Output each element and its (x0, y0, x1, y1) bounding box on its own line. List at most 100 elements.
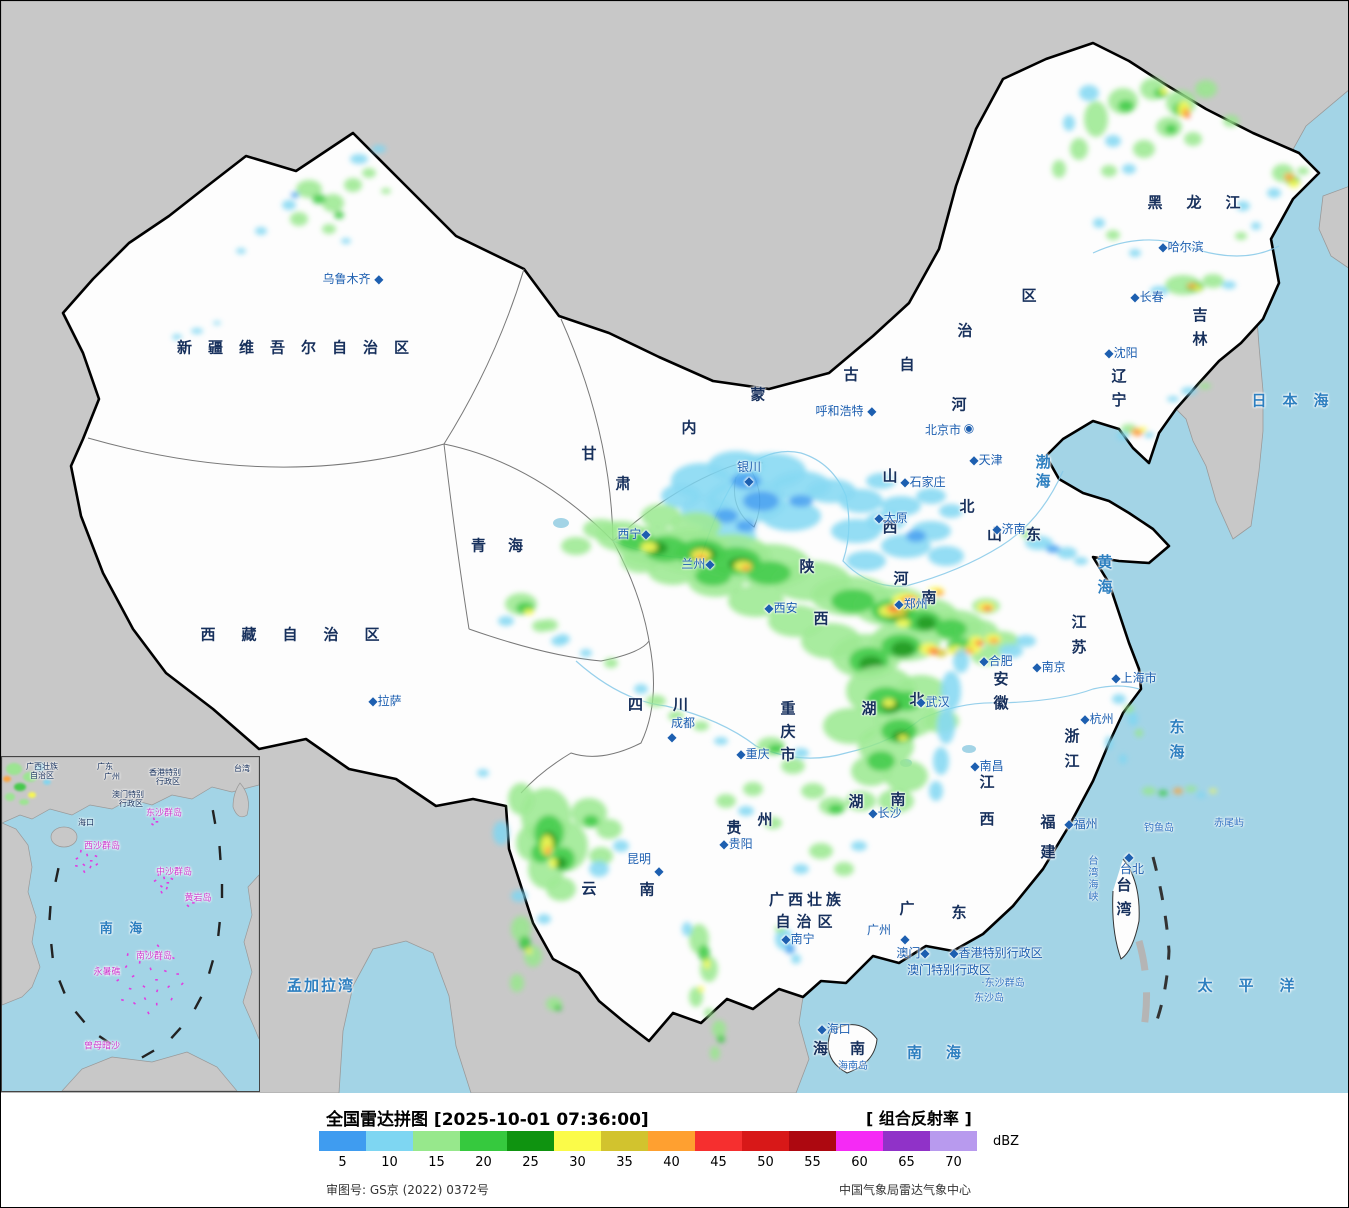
city-label: ◆长沙 (868, 806, 902, 820)
island-label: 钓鱼岛 (1144, 823, 1174, 834)
province-label: 自 (899, 355, 915, 374)
province-label: 州 (757, 810, 773, 829)
province-label: 河 (893, 569, 909, 588)
legend-swatch-10 (366, 1131, 413, 1151)
city-label: 成都 (670, 716, 696, 730)
inset-label: 台湾 (234, 764, 250, 773)
sea-label: 东海 (1167, 719, 1186, 769)
sea-label: 太平洋 (1197, 976, 1321, 995)
city-label: ◆ (744, 474, 754, 488)
province-label: 山西 (880, 468, 899, 570)
province-label: 甘 (581, 444, 597, 463)
inset-sea (2, 757, 259, 1091)
city-label: ◆武汉 (916, 695, 950, 709)
province-label: 山东 (986, 525, 1066, 544)
city-label: ◆长春 (1130, 290, 1164, 304)
city-label: ◆郑州 (894, 597, 928, 611)
city-label: 乌鲁木齐 ◆ (322, 272, 384, 286)
legend-swatch-40 (648, 1131, 695, 1151)
inset-label: 海口 (78, 818, 94, 827)
product-label: [ 组合反射率 ] (866, 1109, 972, 1128)
province-label: 肃 (615, 474, 631, 493)
city-label: ◉ (963, 421, 975, 435)
legend-value-45: 45 (710, 1155, 727, 1170)
city-label: ◆ (667, 730, 677, 744)
inset-vietnam-coast (2, 822, 41, 1006)
city-label: ◆哈尔滨 (1158, 240, 1204, 254)
province-label: 台湾 (1114, 877, 1133, 925)
legend-value-25: 25 (522, 1155, 539, 1170)
inset-label: 广西壮族 (26, 762, 58, 771)
inset-label: 行政区 (156, 777, 180, 786)
inset-label: 香港特别 (149, 768, 181, 777)
sea-label: 南海 (906, 1043, 986, 1062)
city-label: ◆天津 (969, 453, 1003, 467)
legend-swatch-50 (742, 1131, 789, 1151)
taiwan-island (1112, 858, 1140, 960)
province-label: 福建 (1038, 814, 1057, 874)
inset-label: 自治区 (30, 771, 54, 780)
legend-swatch-65 (883, 1131, 930, 1151)
province-label: 自治区 (775, 912, 839, 931)
inset-label: 中沙群岛 (155, 867, 193, 878)
province-label: 云 (581, 879, 597, 898)
city-label: 银川 (736, 460, 762, 474)
province-label: 江西 (977, 774, 996, 848)
inset-echo-layer (3, 763, 51, 805)
province-label: 湖 (861, 699, 877, 718)
inset-label: 澳门特别 (112, 790, 144, 799)
province-label: 西 (813, 609, 829, 628)
inset-label: 东沙群岛 (145, 808, 183, 819)
legend-value-20: 20 (475, 1155, 492, 1170)
city-label: 澳门◆ (896, 946, 930, 960)
province-label: 海南 (812, 1039, 888, 1058)
inset-label: 广州 (104, 772, 120, 781)
province-label: 黑龙江 (1147, 193, 1265, 212)
inset-label: 行政区 (119, 799, 143, 808)
province-label: 青海 (470, 536, 546, 555)
legend-value-30: 30 (569, 1155, 586, 1170)
city-label: 北京市 (924, 423, 962, 437)
inset-island-dots (74, 817, 195, 1015)
inset-label: 广东 (97, 762, 113, 771)
province-label: 贵 (726, 818, 742, 837)
city-label: ◆ (1124, 850, 1134, 864)
province-label: 内 (681, 418, 697, 437)
city-label: ◆南昌 (970, 759, 1004, 773)
city-label: ◆沈阳 (1104, 346, 1138, 360)
city-label: 兰州◆ (681, 557, 715, 571)
city-label: 广州 (866, 923, 892, 937)
city-label: ◆南宁 (781, 932, 815, 946)
map-approval-number: 审图号: GS京 (2022) 0372号 (326, 1183, 489, 1197)
province-label: 安徽 (991, 671, 1010, 719)
inset-label-layer: 广西壮族 自治区 广东 广州 香港特别 行政区 澳门特别 行政区 台湾 海口 东沙群岛 西沙群岛 中沙群… (2, 757, 259, 1091)
legend-swatch-30 (554, 1131, 601, 1151)
dbz-colorbar-labels: 5 10 15 20 25 30 35 40 45 50 55 60 65 70 (319, 1155, 977, 1170)
legend-value-70: 70 (945, 1155, 962, 1170)
legend-swatch-15 (413, 1131, 460, 1151)
city-label: ◆太原 (874, 511, 908, 525)
dbz-unit-label: dBZ (993, 1134, 1020, 1149)
legend-value-5: 5 (338, 1155, 347, 1170)
inset-label: 西沙群岛 (83, 841, 121, 852)
inset-borneo (61, 1051, 238, 1091)
dbz-colorbar (319, 1131, 977, 1151)
city-label: 澳门特别行政区 (906, 963, 992, 977)
legend-value-10: 10 (381, 1155, 398, 1170)
province-label: 北 (959, 497, 975, 516)
province-label: 江苏 (1069, 614, 1088, 664)
city-label: 台北 (1119, 862, 1145, 876)
province-label: 新疆维吾尔自治区 (176, 338, 426, 357)
province-label: 蒙 (750, 385, 766, 404)
province-label: 南 (639, 880, 655, 899)
legend-panel: 全国雷达拼图 [2025-10-01 07:36:00] [ 组合反射率 ] 5… (1, 1093, 1348, 1207)
sea-boundary-dashes (1151, 856, 1171, 1032)
inset-label: 曾母暗沙 (83, 1041, 121, 1052)
province-label: 区 (1021, 286, 1037, 305)
sea-label: 日本海 (1251, 391, 1345, 410)
province-label: 治 (957, 321, 973, 340)
island-arc-gray (1135, 940, 1151, 1044)
island-label: 赤尾屿 (1214, 818, 1244, 829)
sea-label: 孟加拉湾 (286, 976, 356, 995)
legend-swatch-25 (507, 1131, 554, 1151)
